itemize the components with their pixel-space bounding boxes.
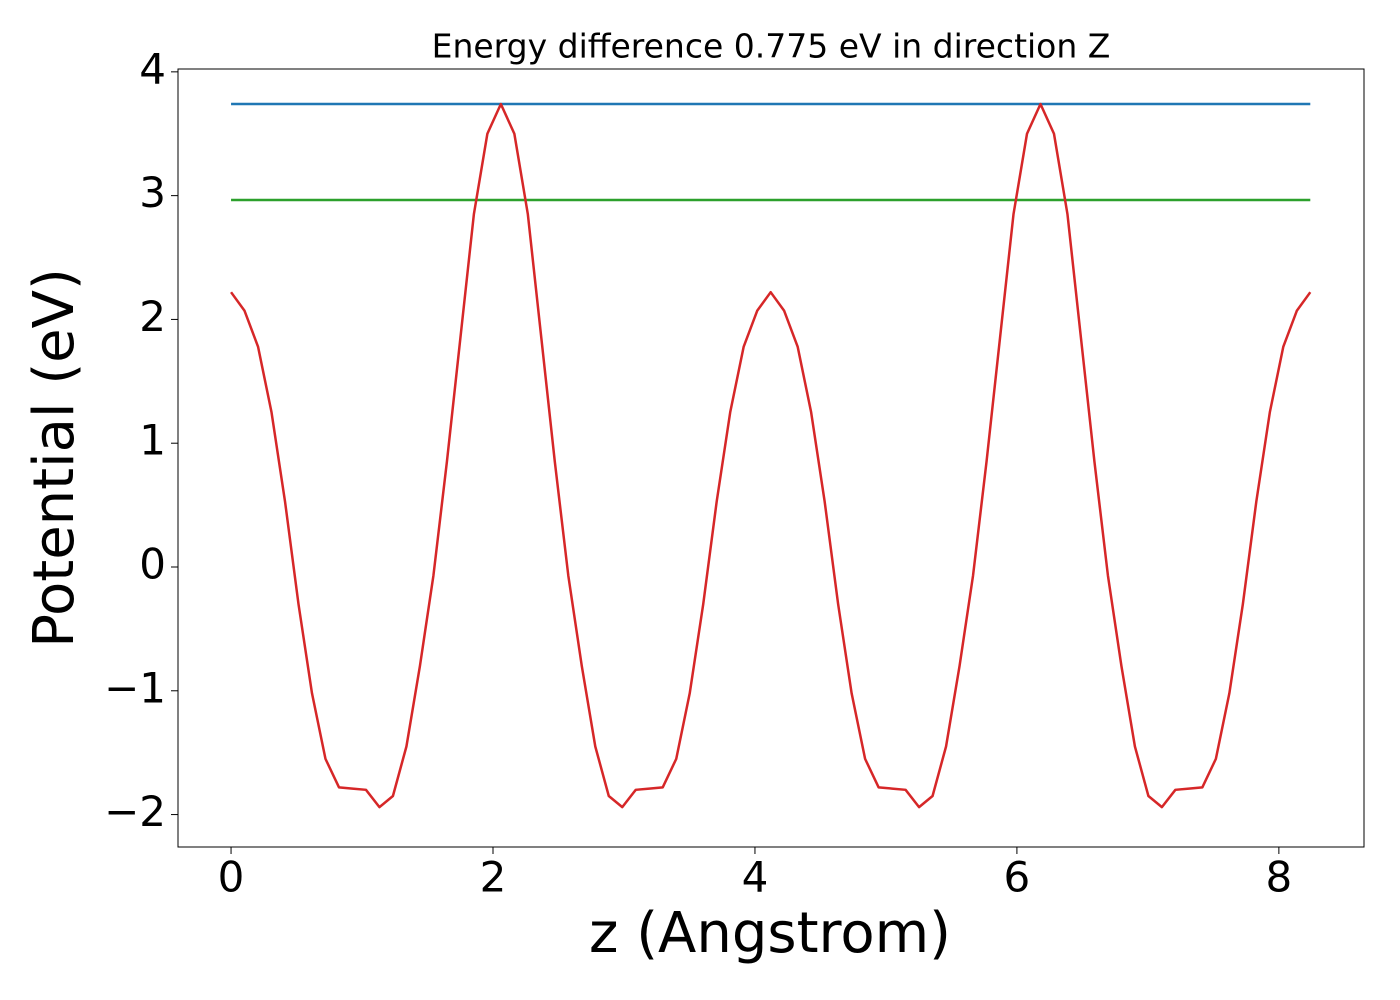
x-tick-label: 8 [1265,853,1292,902]
y-tick-label: −2 [104,787,166,836]
plot-frame [177,68,1365,848]
x-tick-label: 6 [1004,853,1031,902]
y-axis-label: Potential (eV) [22,268,87,648]
x-tick-label: 2 [480,853,507,902]
y-tick-label: 2 [139,292,166,341]
x-tick-label: 4 [742,853,769,902]
x-axis-label: z (Angstrom) [589,901,951,966]
y-tick-label: 0 [139,539,166,588]
x-tick-label: 0 [218,853,245,902]
line-series [230,102,1312,809]
y-tick-label: −1 [104,663,166,712]
y-tick-label: 1 [139,416,166,465]
chart-title: Energy difference 0.775 eV in direction … [432,27,1111,66]
y-tick-label: 3 [139,168,166,217]
y-tick-label: 4 [139,44,166,93]
